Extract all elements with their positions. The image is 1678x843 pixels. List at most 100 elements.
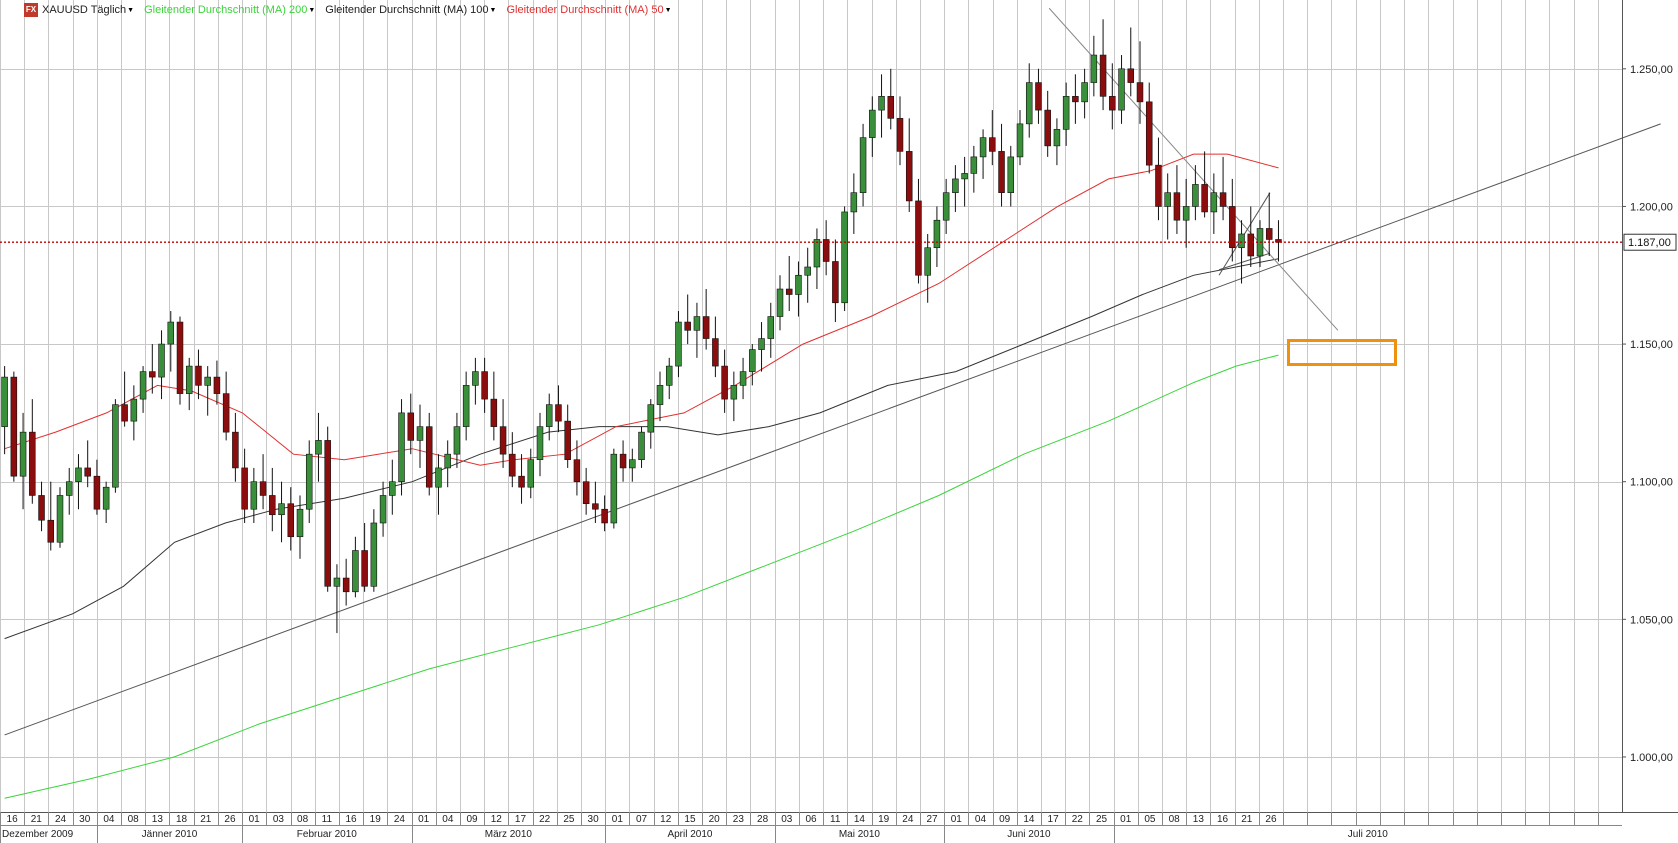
candle-up [841, 211, 848, 304]
candle-up [250, 481, 258, 510]
candle-down [84, 467, 91, 477]
candle-up [1081, 82, 1088, 103]
x-day-label: 08 [1169, 814, 1181, 825]
candle-down [1035, 82, 1042, 111]
x-day-label: 27 [926, 814, 938, 825]
candle-up [1182, 206, 1190, 221]
candle-down [259, 481, 267, 496]
candle-up [1062, 96, 1070, 130]
x-day-label: 26 [224, 814, 236, 825]
candle-up [158, 343, 165, 378]
legend-symbol[interactable]: XAUUSD Täglich ▼ [42, 4, 134, 16]
x-day-label: 23 [733, 814, 745, 825]
candle-up [629, 459, 636, 469]
x-day-label: 19 [878, 814, 890, 825]
legend-ma50[interactable]: Gleitender Durchschnitt (MA) 50 ▼ [506, 4, 671, 16]
candle-up [795, 274, 802, 295]
candle-up [315, 440, 322, 455]
ma-line-200 [4, 354, 1279, 799]
x-day-label: 01 [951, 814, 963, 825]
candle-up [185, 365, 193, 394]
x-month-label: März 2010 [485, 829, 533, 840]
x-day-label: 12 [660, 814, 672, 825]
candle-up [813, 239, 821, 268]
candle-up [75, 467, 82, 482]
x-day-label: 01 [418, 814, 430, 825]
x-day-label: 03 [781, 814, 793, 825]
candle-down [887, 96, 895, 119]
candle-down [29, 431, 36, 496]
candle-up [370, 522, 378, 587]
candle-up [130, 398, 138, 422]
candle-up [804, 266, 811, 276]
x-day-label: 08 [297, 814, 309, 825]
candle-up [758, 338, 765, 350]
x-day-label: 09 [467, 814, 479, 825]
candle-up [527, 459, 535, 488]
y-tick-label: 1.250,00 [1630, 64, 1673, 76]
x-day-label: 13 [1193, 814, 1205, 825]
x-day-label: 16 [345, 814, 357, 825]
candle-up [56, 495, 64, 543]
x-day-label: 25 [563, 814, 575, 825]
candle-up [776, 288, 784, 317]
x-day-label: 14 [854, 814, 866, 825]
candle-up [1007, 156, 1015, 193]
candle-down [896, 118, 904, 152]
candle-down [232, 431, 239, 469]
x-month-label: Mai 2010 [839, 829, 881, 840]
candle-up [352, 550, 359, 593]
candle-up [739, 371, 747, 386]
candle-up [444, 453, 451, 469]
candle-up [869, 109, 876, 138]
candle-down [509, 453, 516, 477]
candle-down [213, 376, 221, 394]
x-day-label: 24 [55, 814, 67, 825]
candle-down [342, 577, 350, 593]
candle-up [859, 137, 867, 193]
candle-down [1044, 109, 1051, 147]
candle-up [102, 486, 110, 510]
candle-up [453, 426, 461, 455]
y-tick-label: 1.050,00 [1630, 614, 1673, 626]
legend-ma200-label: Gleitender Durchschnitt (MA) 200 [144, 4, 308, 16]
legend-ma100[interactable]: Gleitender Durchschnitt (MA) 100 ▼ [325, 4, 496, 16]
y-tick-label: 1.150,00 [1630, 339, 1673, 351]
candle-down [822, 239, 830, 262]
x-month-label: Juli 2010 [1348, 829, 1388, 840]
ma-line-100 [4, 258, 1279, 640]
x-day-label: 01 [1120, 814, 1132, 825]
x-day-label: 21 [31, 814, 43, 825]
candle-up [19, 431, 27, 477]
candle-down [712, 338, 719, 367]
candle-up [112, 404, 119, 488]
x-day-label: 11 [322, 814, 333, 825]
candle-up [1053, 129, 1061, 147]
x-day-label: 17 [1048, 814, 1060, 825]
candle-up [379, 495, 387, 524]
x-day-label: 24 [394, 814, 406, 825]
candle-up [942, 192, 950, 221]
candle-down [1109, 96, 1116, 111]
x-day-label: 04 [442, 814, 454, 825]
candle-down [287, 503, 295, 538]
candle-down [1173, 192, 1181, 221]
candle-up [389, 481, 396, 496]
candle-up [1192, 184, 1199, 207]
legend-ma200[interactable]: Gleitender Durchschnitt (MA) 200 ▼ [144, 4, 315, 16]
x-day-label: 05 [1144, 814, 1156, 825]
x-day-label: 03 [273, 814, 285, 825]
x-day-label: 17 [515, 814, 527, 825]
x-month-label: Juni 2010 [1007, 829, 1051, 840]
candle-up [675, 321, 682, 367]
candle-down [1265, 228, 1273, 240]
candle-up [952, 178, 959, 193]
candle-down [1072, 96, 1079, 103]
candle-down [1099, 54, 1107, 97]
candle-down [425, 426, 433, 488]
candle-down [619, 453, 627, 469]
candle-up [296, 508, 304, 538]
candle-down [1145, 101, 1153, 166]
x-day-label: 19 [370, 814, 382, 825]
